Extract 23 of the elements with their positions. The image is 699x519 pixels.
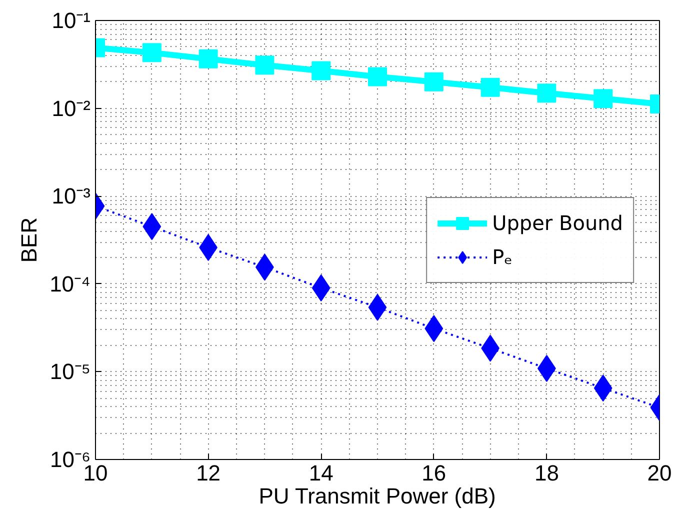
legend-label: Upper Bound xyxy=(492,210,623,234)
y-tick-label: 10⁻⁵ xyxy=(50,359,91,384)
legend-label: Pₑ xyxy=(492,244,512,268)
x-axis-title: PU Transmit Power (dB) xyxy=(258,484,496,508)
x-tick-label: 18 xyxy=(534,460,559,486)
y-tick-label: 10⁻¹ xyxy=(52,8,90,33)
point xyxy=(537,84,556,103)
y-tick-label: 10⁻³ xyxy=(52,184,90,209)
point xyxy=(312,61,331,80)
x-tick-label: 20 xyxy=(647,460,672,486)
y-tick-label: 10⁻² xyxy=(52,96,90,121)
y-axis-title: BER xyxy=(16,217,42,263)
x-tick-label: 16 xyxy=(422,460,446,486)
point xyxy=(198,49,218,68)
point xyxy=(255,56,274,75)
point xyxy=(594,89,613,108)
point xyxy=(142,43,162,62)
point xyxy=(368,67,387,86)
y-tick-label: 10⁻⁴ xyxy=(50,271,91,296)
point xyxy=(424,72,444,92)
x-tick-label: 12 xyxy=(196,460,221,486)
point xyxy=(480,78,500,97)
x-tick-label: 14 xyxy=(308,460,334,486)
